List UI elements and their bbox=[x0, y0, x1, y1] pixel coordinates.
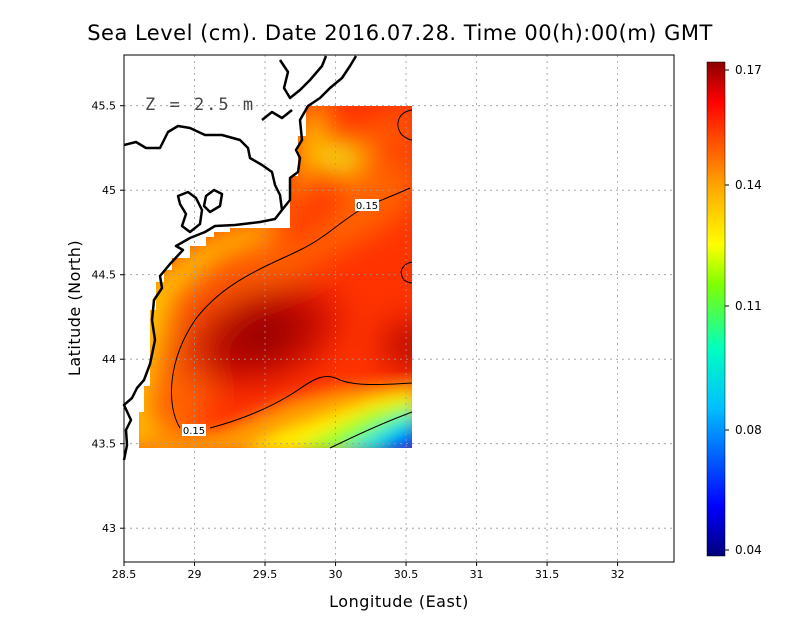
sea-level-field bbox=[124, 55, 674, 562]
x-tick-label: 28.5 bbox=[112, 568, 137, 581]
y-axis-label: Latitude (North) bbox=[65, 240, 84, 376]
colorbar-tick-label: 0.14 bbox=[735, 178, 762, 192]
contour-east bbox=[400, 261, 413, 284]
contour-label-south: 0.15 bbox=[183, 426, 205, 437]
y-tick-label: 45 bbox=[102, 184, 116, 197]
colorbar: 0.17 0.14 0.11 0.08 0.04 bbox=[706, 61, 762, 557]
contour-ne bbox=[397, 109, 413, 141]
colorbar-tick-label: 0.04 bbox=[735, 543, 762, 557]
colorbar-tick-label: 0.17 bbox=[735, 63, 762, 77]
field-rim bbox=[124, 100, 330, 455]
coastline-north bbox=[281, 55, 358, 211]
contour-blue bbox=[329, 411, 413, 449]
y-axis-ticks: 43 43.5 44 44.5 45 45.5 bbox=[92, 100, 124, 535]
x-tick-label: 32 bbox=[611, 568, 625, 581]
colorbar-ticks: 0.17 0.14 0.11 0.08 0.04 bbox=[725, 63, 762, 557]
x-tick-label: 29.5 bbox=[253, 568, 278, 581]
colorbar-tick-label: 0.11 bbox=[735, 299, 762, 313]
field-south-blue bbox=[372, 426, 420, 455]
colorbar-tick-label: 0.08 bbox=[735, 423, 762, 437]
chart-title: Sea Level (cm). Date 2016.07.28. Time 00… bbox=[87, 21, 713, 45]
coastline-lagoon bbox=[278, 55, 328, 100]
contour-label-group: 0.15 0.15 bbox=[182, 199, 379, 437]
y-tick-label: 43.5 bbox=[92, 438, 117, 451]
contour-south bbox=[209, 376, 413, 429]
x-tick-label: 31.5 bbox=[535, 568, 560, 581]
field-low-north bbox=[306, 132, 370, 184]
x-tick-label: 30 bbox=[329, 568, 343, 581]
field-mask bbox=[124, 55, 674, 562]
y-tick-label: 44 bbox=[102, 353, 116, 366]
x-axis-ticks: 28.5 29 29.5 30 30.5 31 31.5 32 bbox=[112, 562, 625, 581]
coastline-lake bbox=[202, 188, 224, 214]
field-core bbox=[165, 270, 359, 400]
coastline-spit bbox=[261, 109, 293, 121]
plot-frame bbox=[123, 54, 675, 563]
x-tick-label: 30.5 bbox=[394, 568, 419, 581]
contour-label-north: 0.15 bbox=[356, 201, 378, 212]
coastline-main bbox=[122, 124, 284, 461]
coastline-delta bbox=[176, 190, 204, 234]
depth-annotation: Z = 2.5 m bbox=[145, 95, 255, 115]
y-tick-label: 45.5 bbox=[92, 100, 117, 113]
y-tick-label: 44.5 bbox=[92, 269, 117, 282]
coastline bbox=[122, 55, 358, 461]
x-tick-label: 29 bbox=[188, 568, 202, 581]
field-red-ne bbox=[367, 120, 423, 180]
x-tick-label: 31 bbox=[470, 568, 484, 581]
colorbar-scale bbox=[706, 61, 726, 557]
y-tick-label: 43 bbox=[102, 522, 116, 535]
x-axis-label: Longitude (East) bbox=[329, 592, 469, 611]
